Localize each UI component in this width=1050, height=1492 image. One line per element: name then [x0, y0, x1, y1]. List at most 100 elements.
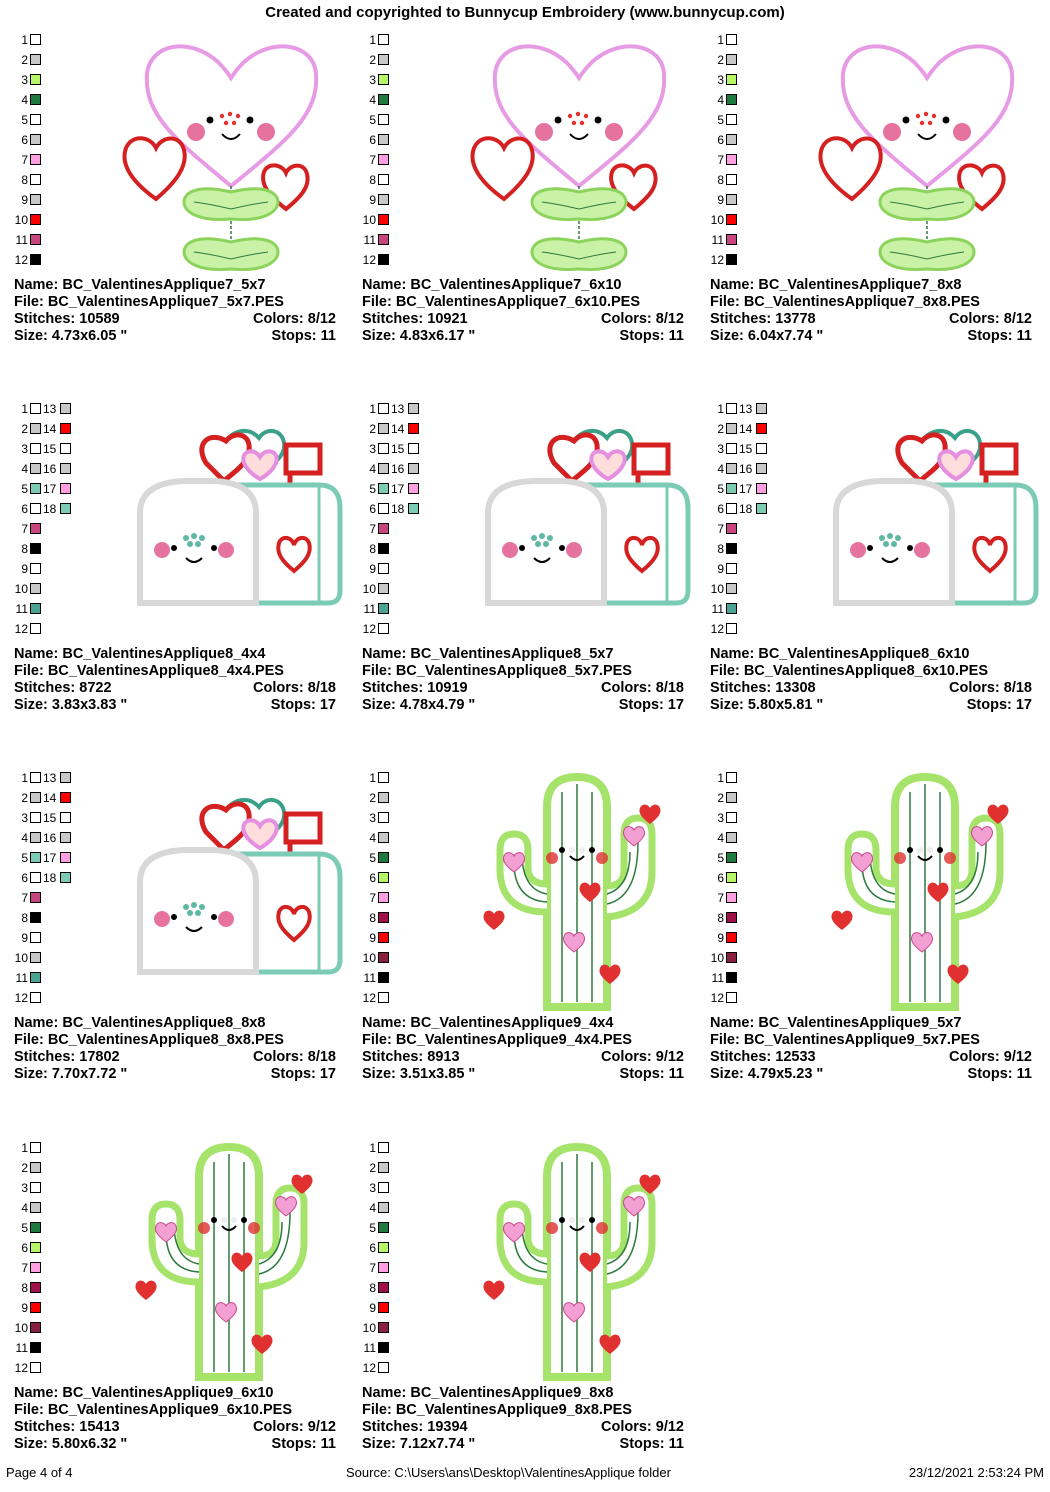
- thread-number: 12: [362, 991, 376, 1005]
- thread-number: 3: [21, 1181, 28, 1195]
- design-colors: Colors: 9/12: [949, 1049, 1032, 1065]
- design-size: Size: 3.83x3.83 ": [14, 697, 128, 713]
- thread-number: 12: [14, 622, 28, 636]
- thread-number: 12: [14, 991, 28, 1005]
- thread-number: 1: [717, 402, 724, 416]
- thread-color-row: 5: [362, 1220, 442, 1236]
- thread-color-row: 3: [362, 810, 442, 826]
- thread-number: 8: [21, 542, 28, 556]
- design-file: File: BC_ValentinesApplique7_5x7.PES: [14, 294, 284, 310]
- design-stitches: Stitches: 10919: [362, 680, 468, 696]
- thread-color-row: 11: [362, 1340, 442, 1356]
- thread-number: 17: [43, 851, 57, 865]
- design-size: Size: 4.78x4.79 ": [362, 697, 476, 713]
- design-file-line: File: BC_ValentinesApplique8_5x7.PES: [362, 663, 692, 680]
- thread-number: 9: [21, 562, 28, 576]
- thread-swatch: [30, 563, 41, 574]
- thread-number: 8: [369, 542, 376, 556]
- design-name-line: Name: BC_ValentinesApplique7_8x8: [710, 277, 1040, 294]
- design-file: File: BC_ValentinesApplique8_4x4.PES: [14, 663, 284, 679]
- thread-number: 15: [391, 442, 405, 456]
- thread-swatch: [378, 74, 389, 85]
- thread-color-row: 7: [710, 521, 790, 537]
- thread-color-row: 3: [710, 72, 790, 88]
- design-colors: Colors: 8/12: [949, 311, 1032, 327]
- thread-number: 3: [369, 1181, 376, 1195]
- thread-number: 3: [369, 811, 376, 825]
- thread-color-row: 6 18: [14, 870, 94, 886]
- thread-swatch: [726, 892, 737, 903]
- thread-color-row: 6: [710, 870, 790, 886]
- thread-swatch: [726, 483, 737, 494]
- thread-number: 5: [369, 482, 376, 496]
- thread-swatch: [30, 174, 41, 185]
- thread-number: 9: [717, 931, 724, 945]
- design-file-line: File: BC_ValentinesApplique9_5x7.PES: [710, 1032, 1040, 1049]
- thread-color-row: 5: [14, 1220, 94, 1236]
- design-card: 1 13 2 14 3 15 4 16 5 17 6 18 7 8 9 10 11 12 Name: BC_Vale…: [14, 393, 359, 753]
- thread-number: 10: [362, 582, 376, 596]
- thread-color-row: 4: [14, 92, 94, 108]
- thread-swatch: [60, 423, 71, 434]
- thread-color-row: 7: [710, 152, 790, 168]
- thread-color-row: 7: [362, 521, 442, 537]
- thread-swatch: [30, 792, 41, 803]
- thread-swatch: [378, 423, 389, 434]
- thread-swatch: [726, 214, 737, 225]
- thread-swatch: [726, 34, 737, 45]
- thread-color-row: 2 14: [710, 421, 790, 437]
- thread-swatch: [378, 174, 389, 185]
- thread-swatch: [378, 154, 389, 165]
- thread-number: 6: [21, 502, 28, 516]
- thread-swatch: [60, 832, 71, 843]
- design-stitches: Stitches: 8913: [362, 1049, 460, 1065]
- design-file-line: File: BC_ValentinesApplique9_4x4.PES: [362, 1032, 692, 1049]
- thread-color-row: 11: [362, 232, 442, 248]
- thread-swatch: [408, 443, 419, 454]
- design-stitches-line: Stitches: 17802 Colors: 8/18: [14, 1049, 344, 1066]
- thread-swatch: [30, 772, 41, 783]
- design-size-line: Size: 5.80x5.81 " Stops: 17: [710, 697, 1040, 714]
- thread-swatch: [726, 154, 737, 165]
- thread-color-row: 10: [710, 212, 790, 228]
- thread-color-row: 12: [710, 990, 790, 1006]
- thread-color-row: 4: [710, 92, 790, 108]
- thread-swatch: [756, 403, 767, 414]
- thread-color-row: 10: [14, 581, 94, 597]
- thread-swatch: [726, 114, 737, 125]
- thread-swatch: [30, 1142, 41, 1153]
- thread-swatch: [726, 872, 737, 883]
- design-size: Size: 5.80x6.32 ": [14, 1436, 128, 1452]
- thread-swatch: [30, 1362, 41, 1373]
- thread-swatch: [30, 872, 41, 883]
- thread-swatch: [726, 952, 737, 963]
- thread-swatch: [30, 932, 41, 943]
- design-stitches-line: Stitches: 15413 Colors: 9/12: [14, 1419, 344, 1436]
- thread-color-row: 11: [14, 232, 94, 248]
- design-colors: Colors: 9/12: [601, 1419, 684, 1435]
- thread-color-row: 4 16: [14, 830, 94, 846]
- mailbox-embroidery-preview: [810, 393, 1045, 643]
- thread-color-row: 4: [362, 830, 442, 846]
- thread-color-row: 7: [362, 890, 442, 906]
- thread-number: 7: [369, 891, 376, 905]
- design-info: Name: BC_ValentinesApplique7_8x8 File: BC…: [710, 277, 1040, 345]
- thread-number: 1: [21, 771, 28, 785]
- thread-number: 11: [363, 1341, 376, 1355]
- thread-swatch: [30, 34, 41, 45]
- thread-color-row: 10: [362, 950, 442, 966]
- thread-number: 12: [710, 253, 724, 267]
- design-stitches-line: Stitches: 10919 Colors: 8/18: [362, 680, 692, 697]
- design-size-line: Size: 4.79x5.23 " Stops: 11: [710, 1066, 1040, 1083]
- thread-color-row: 4 16: [14, 461, 94, 477]
- thread-color-row: 7: [710, 890, 790, 906]
- thread-number: 1: [21, 33, 28, 47]
- design-file-line: File: BC_ValentinesApplique8_8x8.PES: [14, 1032, 344, 1049]
- design-stitches-line: Stitches: 13778 Colors: 8/12: [710, 311, 1040, 328]
- thread-number: 11: [363, 971, 376, 985]
- thread-color-row: 4 16: [362, 461, 442, 477]
- thread-swatch: [30, 1242, 41, 1253]
- thread-color-row: 7: [14, 890, 94, 906]
- thread-swatch: [30, 1182, 41, 1193]
- thread-swatch: [378, 792, 389, 803]
